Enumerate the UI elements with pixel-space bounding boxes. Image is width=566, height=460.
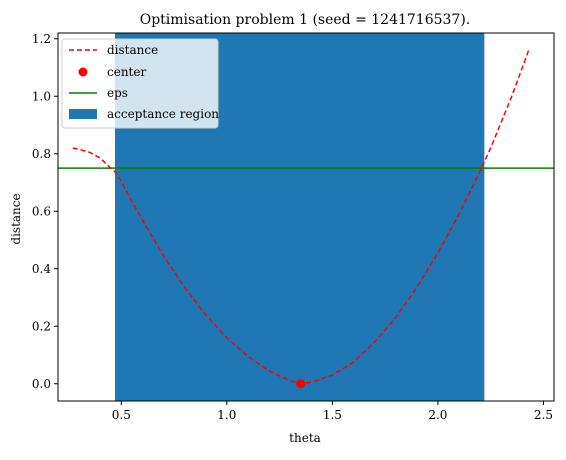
y-tick-label: 0.4 bbox=[32, 262, 51, 276]
y-tick-label: 0.0 bbox=[32, 377, 51, 391]
legend-box bbox=[61, 38, 219, 129]
center-point bbox=[296, 379, 306, 389]
y-tick-label: 0.6 bbox=[32, 204, 51, 218]
chart-title: Optimisation problem 1 (seed = 124171653… bbox=[140, 12, 471, 28]
legend-distance-label: distance bbox=[107, 43, 158, 57]
y-tick-label: 1.0 bbox=[32, 89, 51, 103]
legend-center-swatch bbox=[78, 67, 88, 77]
x-tick-label: 1.5 bbox=[323, 408, 342, 422]
x-tick-label: 0.5 bbox=[112, 408, 131, 422]
distance-curve bbox=[72, 49, 530, 385]
y-axis-label: distance bbox=[9, 193, 23, 244]
legend-eps-label: eps bbox=[107, 86, 128, 100]
y-tick-label: 0.8 bbox=[32, 147, 51, 161]
x-tick-label: 1.0 bbox=[217, 408, 236, 422]
y-tick-label: 0.2 bbox=[32, 319, 51, 333]
legend-acceptance-label: acceptance region bbox=[107, 107, 219, 121]
x-axis: 0.5 1.0 1.5 2.0 2.5 bbox=[112, 401, 553, 422]
y-axis: 0.0 0.2 0.4 0.6 0.8 1.0 1.2 bbox=[32, 32, 58, 391]
x-tick-label: 2.5 bbox=[534, 408, 553, 422]
axes-frame bbox=[57, 32, 555, 402]
y-tick-label: 1.2 bbox=[32, 32, 51, 46]
x-tick-label: 2.0 bbox=[428, 408, 447, 422]
legend: distance center eps acceptance region bbox=[61, 38, 219, 129]
x-axis-label: theta bbox=[289, 431, 321, 445]
legend-center-label: center bbox=[107, 65, 146, 79]
legend-acceptance-swatch bbox=[69, 109, 97, 119]
